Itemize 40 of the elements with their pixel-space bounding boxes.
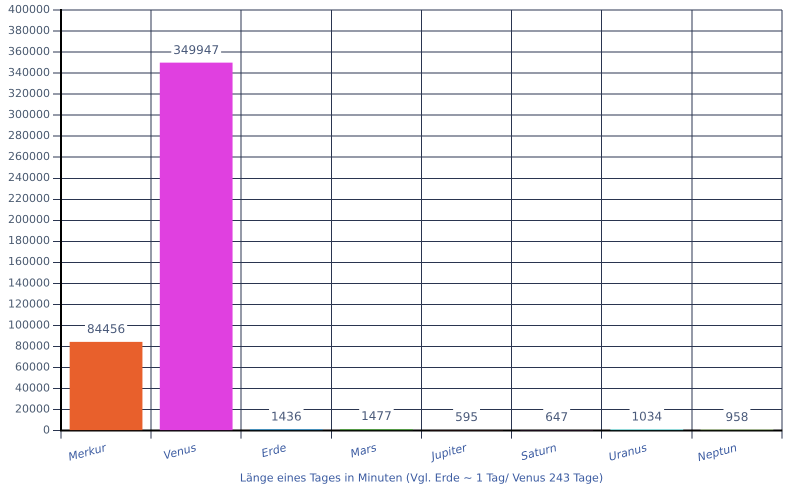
y-tick-label: 120000: [8, 297, 50, 310]
data-label: 647: [545, 410, 568, 424]
y-tick-label: 380000: [8, 24, 50, 37]
y-tick-label: 180000: [8, 234, 50, 248]
data-label: 349947: [173, 42, 220, 57]
y-tick-label: 100000: [8, 318, 50, 332]
x-axis-title: Länge eines Tages in Minuten (Vgl. Erde ~ 1 Tag/ Venus 243 Tage): [240, 471, 604, 484]
y-tick-label: 80000: [14, 339, 50, 352]
y-tick-label: 300000: [8, 108, 50, 122]
y-tick-label: 340000: [8, 66, 50, 79]
data-label: 1477: [361, 409, 392, 424]
x-tick-label: Erde: [260, 441, 288, 460]
y-tick-label: 220000: [8, 192, 50, 206]
y-tick-label: 20000: [14, 402, 50, 416]
x-tick-label: Saturn: [520, 441, 558, 464]
data-label: 595: [455, 410, 478, 424]
bar: [160, 62, 233, 430]
y-tick-label: 140000: [8, 276, 50, 290]
y-tick-label: 240000: [8, 171, 50, 184]
data-label: 84456: [86, 322, 126, 336]
x-tick-label: Venus: [162, 441, 198, 462]
y-tick-label: 0: [42, 423, 50, 436]
y-tick-label: 160000: [8, 255, 50, 268]
y-tick-label: 400000: [8, 2, 50, 16]
x-tick-label: Neptun: [696, 441, 738, 464]
data-label: 1436: [271, 409, 302, 424]
data-label: 958: [725, 410, 748, 424]
x-tick-label: Mars: [348, 441, 378, 461]
y-tick-label: 280000: [8, 129, 50, 142]
y-tick-label: 360000: [8, 44, 50, 58]
y-tick-label: 320000: [8, 86, 50, 100]
y-tick-label: 200000: [8, 213, 50, 226]
y-tick-label: 260000: [8, 150, 50, 164]
x-tick-label: Uranus: [607, 441, 649, 464]
data-label: 1034: [632, 410, 662, 424]
y-tick-label: 40000: [14, 381, 50, 394]
y-tick-label: 60000: [14, 360, 50, 374]
x-tick-label: Merkur: [66, 440, 109, 464]
x-tick-label: Jupiter: [428, 440, 470, 464]
bar: [70, 342, 142, 430]
